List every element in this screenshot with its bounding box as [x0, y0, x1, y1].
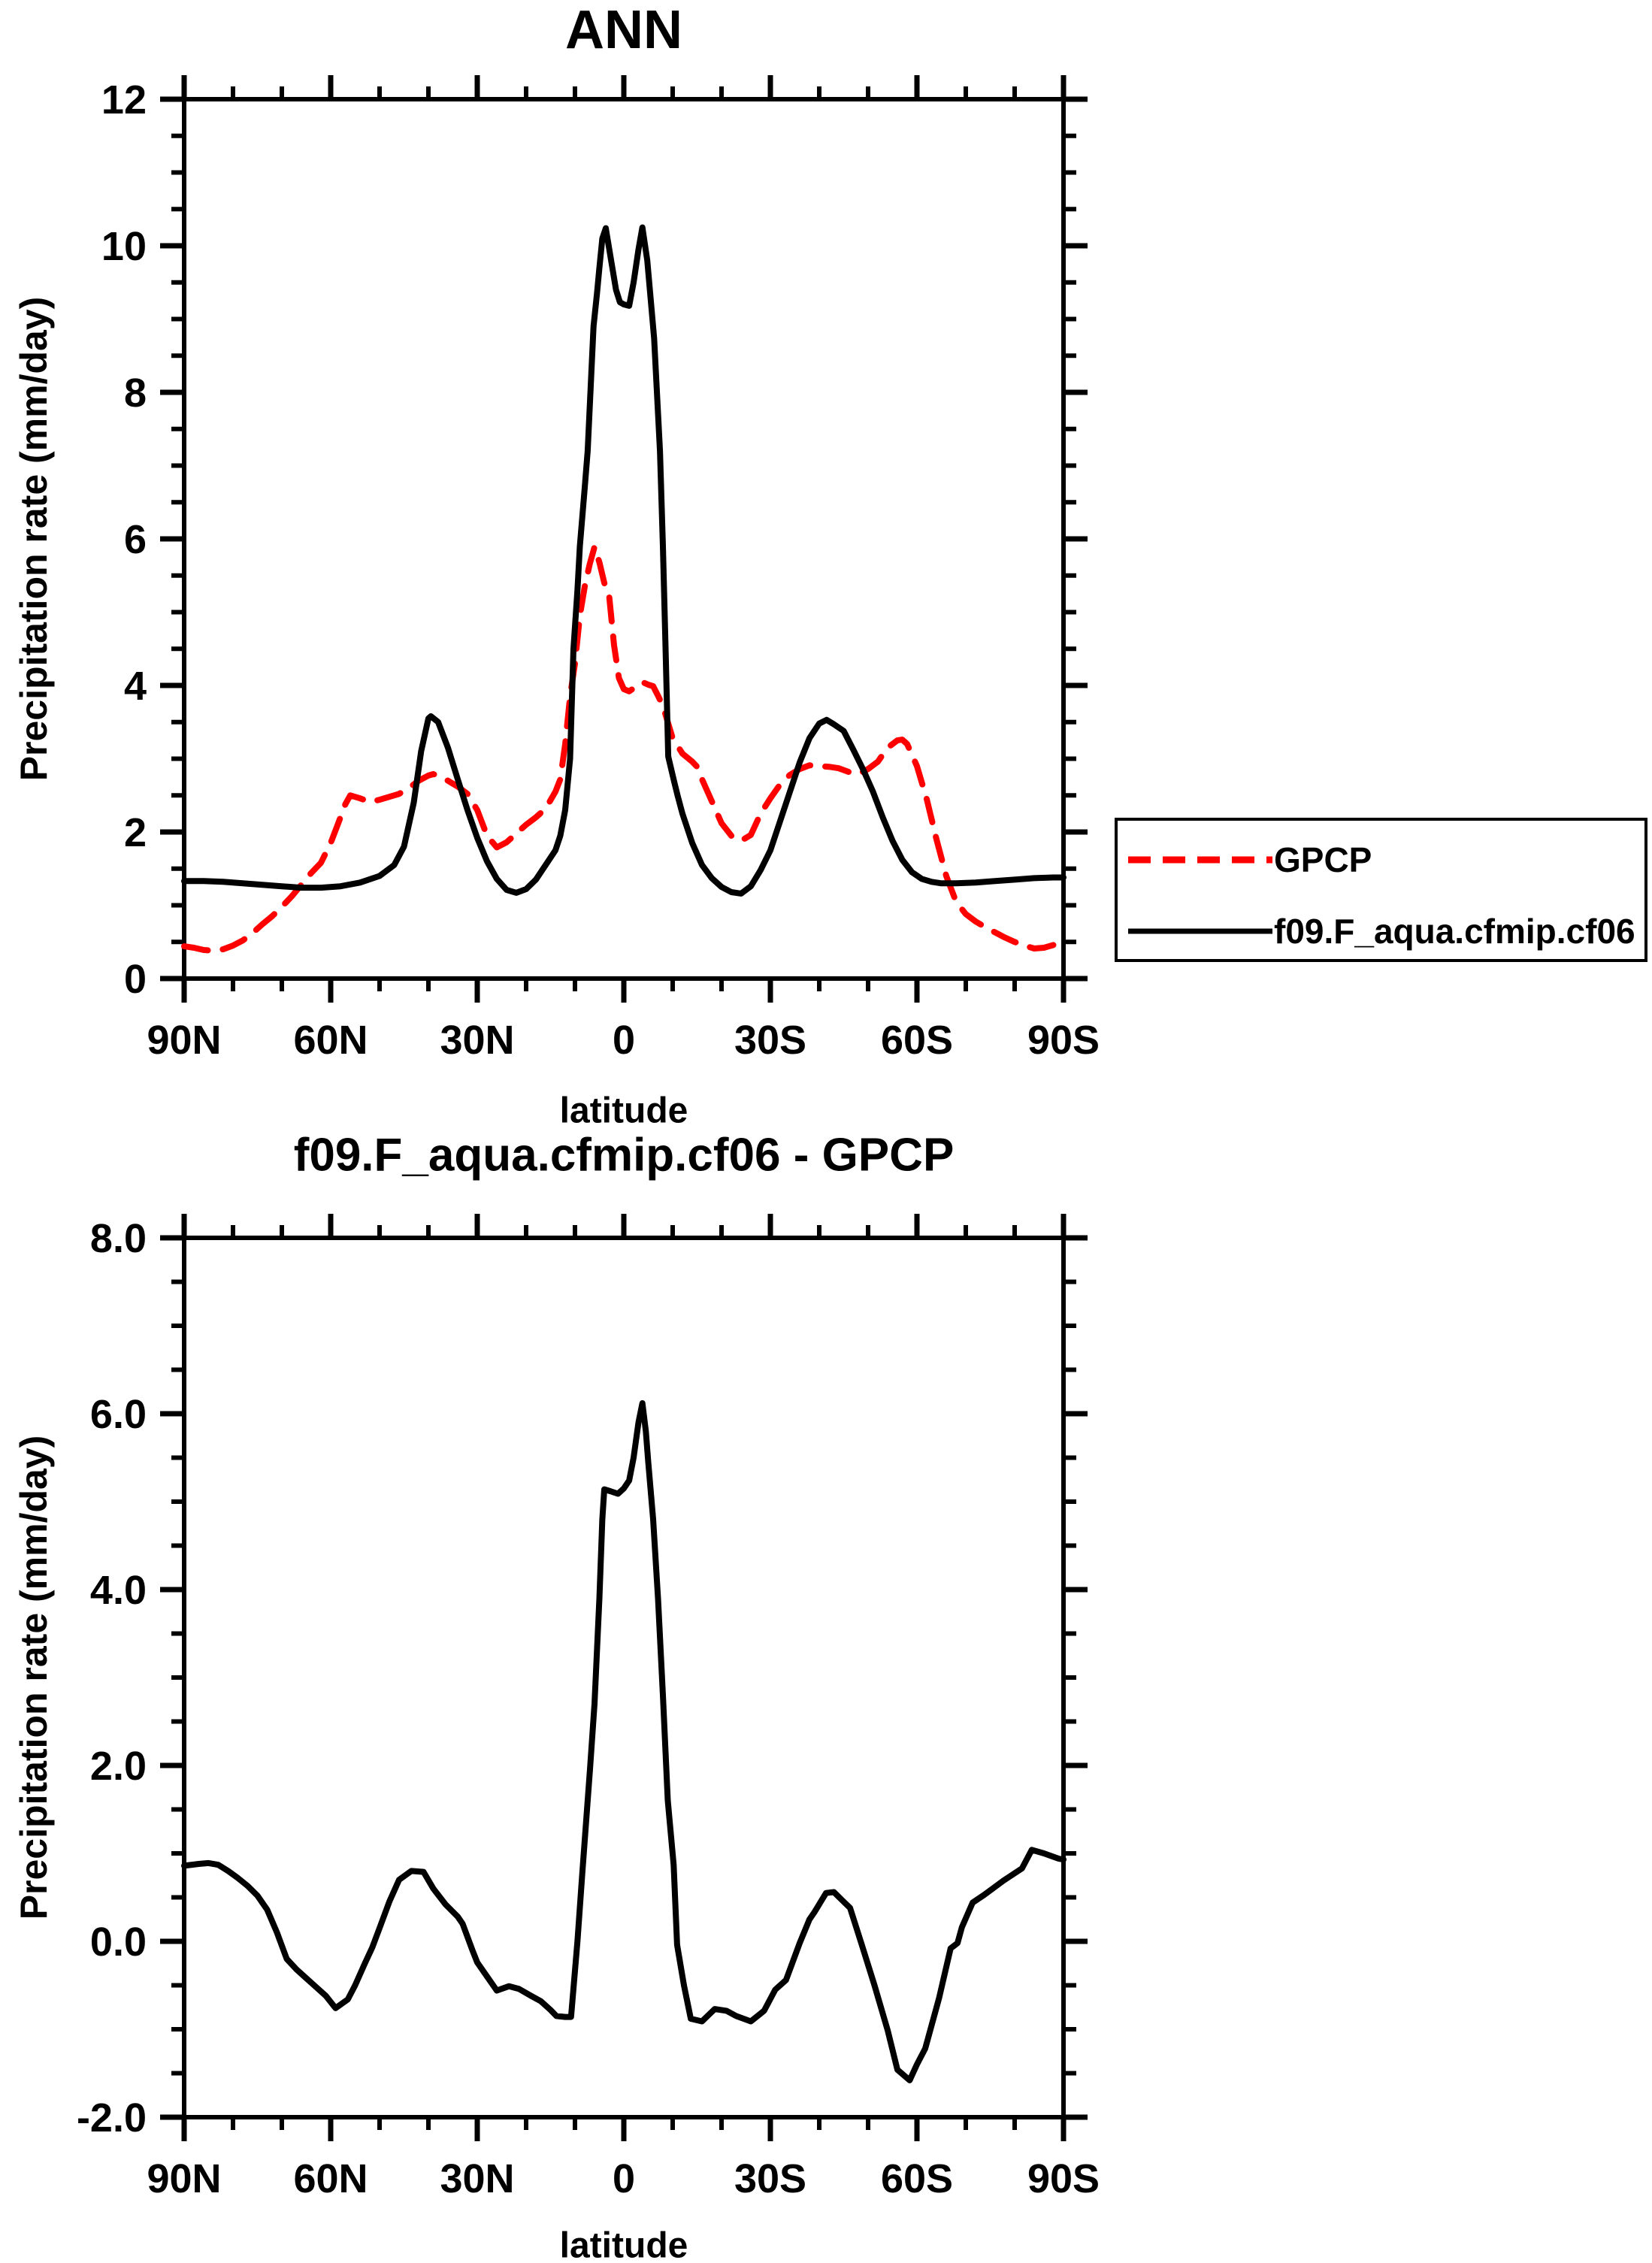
top-chart-x-axis-label: latitude	[559, 1091, 688, 1131]
y-tick-label: -2.0	[77, 2095, 147, 2140]
y-tick-label: 4	[124, 664, 147, 709]
y-tick-label: 6.0	[90, 1392, 147, 1437]
y-tick-label: 8	[124, 371, 147, 416]
x-tick-label: 0	[613, 1018, 635, 1063]
major-ticks	[160, 1214, 1088, 2141]
y-tick-label: 0.0	[90, 1920, 147, 1965]
legend-item-gpcp: GPCP	[1127, 840, 1372, 880]
minor-ticks	[171, 1225, 1076, 2130]
x-tick-label: 30S	[734, 1018, 806, 1063]
minor-ticks	[171, 86, 1076, 991]
legend-label-gpcp: GPCP	[1274, 840, 1372, 879]
model-solid-line-swatch	[1128, 928, 1272, 934]
x-tick-label: 30N	[440, 2156, 514, 2201]
gpcp-dashed-line-swatch	[1128, 856, 1272, 864]
y-tick-label: 2.0	[90, 1744, 147, 1789]
x-tick-label: 0	[613, 2156, 635, 2201]
legend: GPCP f09.F_aqua.cfmip.cf06	[1115, 818, 1647, 962]
x-tick-label: 90N	[147, 2156, 221, 2201]
major-ticks	[160, 75, 1088, 1003]
bottom-plot-area: 90N 60N 30N 0 30S 60S 90S -2.0 0.0 2.0 4.0 6.0 8.0	[77, 1214, 1100, 2201]
bottom-chart-title: f09.F_aqua.cfmip.cf06 - GPCP	[293, 1129, 955, 1181]
y-tick-label: 10	[101, 224, 147, 269]
y-tick-label: 2	[124, 810, 147, 855]
legend-item-model: f09.F_aqua.cfmip.cf06	[1127, 911, 1635, 951]
y-tick-label: 6	[124, 517, 147, 562]
top-chart-title: ANN	[565, 0, 682, 60]
y-tick-label: 4.0	[90, 1568, 147, 1613]
x-tick-label: 60S	[881, 1018, 953, 1063]
series-line-f09-f-aqua-cfmip-cf06	[181, 224, 1067, 897]
x-tick-label: 90S	[1027, 1018, 1100, 1063]
legend-label-model: f09.F_aqua.cfmip.cf06	[1274, 912, 1635, 951]
x-tick-label: 90S	[1027, 2156, 1100, 2201]
x-tick-label: 90N	[147, 1018, 221, 1063]
plot-frame	[182, 97, 1066, 981]
bottom-chart-x-axis-label: latitude	[559, 2225, 688, 2263]
top-plot-area: 90N 60N 30N 0 30S 60S 90S 0 2 4 6 8 10 12	[101, 75, 1100, 1063]
series-line-gpcp	[181, 543, 1067, 954]
x-tick-label: 60S	[881, 2156, 953, 2201]
x-tick-label: 60N	[293, 2156, 368, 2201]
series-line-f09-f-aqua-cfmip-cf06-gpcp	[181, 1400, 1067, 2083]
top-chart-y-axis-label: Precipitation rate (mm/day)	[13, 296, 55, 782]
y-tick-label: 12	[101, 77, 147, 123]
x-tick-label: 60N	[293, 1018, 368, 1063]
y-tick-label: 8.0	[90, 1216, 147, 1261]
x-tick-label: 30N	[440, 1018, 514, 1063]
y-tick-label: 0	[124, 957, 147, 1002]
bottom-chart-y-axis-label: Precipitation rate (mm/day)	[13, 1435, 55, 1920]
x-tick-label: 30S	[734, 2156, 806, 2201]
